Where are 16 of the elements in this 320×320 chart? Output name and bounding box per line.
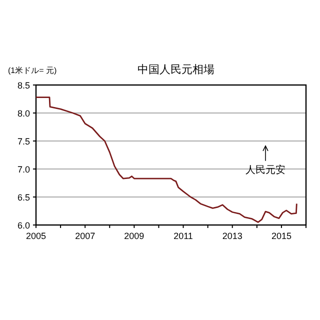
x-tick-label: 2005: [26, 231, 46, 241]
annotation: 人民元安: [246, 164, 286, 176]
line-series: [35, 96, 298, 223]
x-tick-label: 2009: [124, 231, 144, 241]
x-tick-label: 2013: [222, 231, 242, 241]
x-tick-label: 2015: [271, 231, 292, 241]
y-tick-label: 7.0: [17, 164, 30, 174]
y-tick-label: 6.0: [17, 220, 30, 230]
y-tick-label: 8.5: [17, 80, 30, 90]
x-tick-label: 2007: [75, 231, 96, 241]
y-axis-title: (1米ドル= 元): [8, 66, 58, 75]
y-tick-label: 6.5: [17, 192, 30, 202]
x-tick-label: 2011: [174, 231, 193, 241]
chart-title: 中国人民元相場: [138, 63, 214, 76]
y-tick-label: 8.0: [17, 108, 30, 118]
y-tick-label: 7.5: [17, 136, 30, 146]
